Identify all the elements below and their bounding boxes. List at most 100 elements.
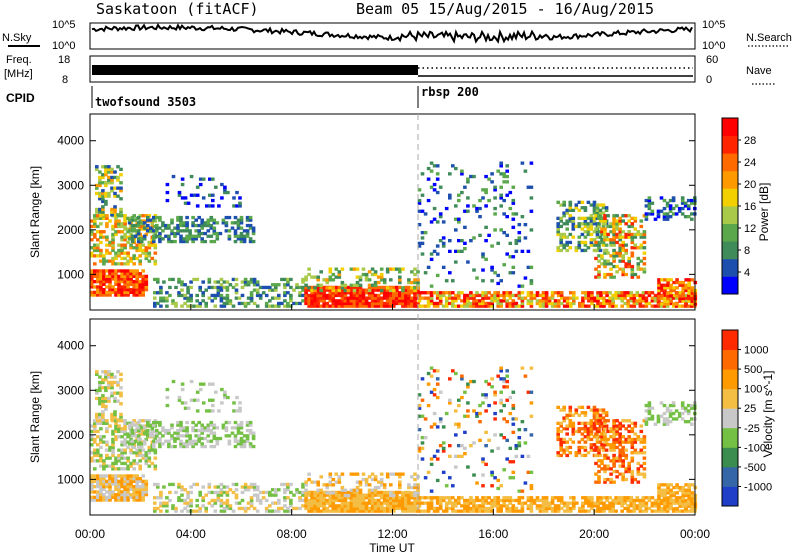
power-cell (111, 256, 115, 261)
power-cell (632, 296, 637, 300)
power-cell (152, 229, 156, 233)
velocity-cell (633, 432, 638, 436)
power-cell (611, 296, 615, 300)
power-cell (156, 301, 160, 306)
velocity-cell (657, 491, 661, 495)
velocity-cell (334, 493, 339, 497)
power-cell (185, 223, 189, 228)
velocity-cell (586, 451, 591, 455)
velocity-cell (340, 509, 345, 513)
velocity-cell (90, 477, 94, 481)
velocity-cell (663, 493, 667, 498)
velocity-cell (429, 425, 434, 429)
power-cell (307, 267, 311, 271)
power-cell (581, 301, 585, 306)
power-cell (189, 285, 193, 290)
velocity-cell (392, 506, 396, 511)
velocity-cell (126, 495, 130, 499)
velocity-cell (331, 493, 336, 498)
velocity-cell (126, 485, 130, 489)
power-cell (201, 299, 205, 303)
power-cell (604, 208, 609, 212)
velocity-cell (111, 443, 115, 447)
velocity-cell (407, 483, 411, 487)
velocity-cell (526, 454, 531, 458)
velocity-cell (349, 506, 354, 511)
velocity-cell (358, 483, 363, 487)
velocity-cell (224, 434, 229, 438)
power-cell (113, 205, 117, 209)
power-cell (487, 304, 491, 308)
velocity-cell (621, 445, 625, 450)
velocity-cell (385, 506, 390, 511)
power-cell (517, 293, 522, 298)
power-cell (484, 225, 488, 229)
power-cell (93, 216, 97, 220)
velocity-cell (355, 493, 360, 497)
power-cell (565, 304, 570, 308)
power-cell (105, 280, 109, 284)
velocity-cell (222, 506, 227, 511)
power-cell (120, 251, 124, 255)
velocity-cell (505, 438, 509, 442)
power-cell (379, 285, 384, 290)
velocity-cell (108, 495, 112, 499)
power-cell (635, 291, 640, 295)
power-cell (135, 282, 139, 286)
power-cell (108, 290, 112, 294)
power-cell (376, 304, 381, 308)
velocity-cell (98, 380, 102, 385)
power-cell (392, 285, 396, 290)
power-cell (490, 180, 494, 184)
velocity-cell (553, 496, 558, 500)
velocity-cell (389, 493, 393, 498)
velocity-cell (179, 428, 183, 433)
power-cell (404, 285, 408, 290)
power-cell (626, 291, 630, 295)
velocity-cell (141, 482, 145, 486)
power-cell (511, 271, 516, 275)
velocity-cell (595, 437, 600, 442)
velocity-cell (111, 451, 115, 455)
power-cell (132, 280, 136, 284)
power-cell (612, 259, 616, 263)
power-cell (96, 277, 100, 281)
power-cell (218, 231, 223, 236)
power-cell (93, 272, 97, 276)
velocity-cell (580, 411, 585, 415)
power-cell (90, 224, 94, 229)
power-cell (355, 285, 360, 290)
power-cell (104, 183, 108, 188)
velocity-cell (657, 501, 661, 506)
power-cell (101, 181, 105, 185)
velocity-cell (505, 457, 509, 461)
power-cell (126, 272, 130, 276)
velocity-cell (135, 448, 139, 452)
power-cell (618, 251, 622, 255)
power-cell (496, 241, 500, 245)
power-cell (487, 296, 491, 300)
power-cell (472, 204, 476, 208)
power-cell (352, 285, 357, 290)
power-cell (274, 296, 278, 300)
velocity-cell (185, 434, 189, 438)
velocity-cell (171, 482, 175, 487)
power-cell (283, 304, 287, 308)
power-cell (562, 304, 567, 308)
velocity-cell (165, 504, 169, 508)
velocity-cell (304, 488, 308, 492)
power-cell (603, 230, 607, 234)
velocity-cell (580, 437, 585, 442)
nave-label: Nave (746, 65, 772, 77)
velocity-cell (592, 413, 597, 417)
velocity-cell (104, 370, 108, 374)
velocity-cell (481, 496, 485, 500)
velocity-cell (271, 501, 275, 505)
velocity-cell (630, 451, 635, 455)
velocity-cell (367, 496, 372, 500)
power-cell (298, 291, 302, 295)
velocity-cell (215, 439, 220, 443)
velocity-cell (493, 417, 497, 421)
power-cell (432, 182, 437, 187)
power-cell (441, 265, 446, 269)
